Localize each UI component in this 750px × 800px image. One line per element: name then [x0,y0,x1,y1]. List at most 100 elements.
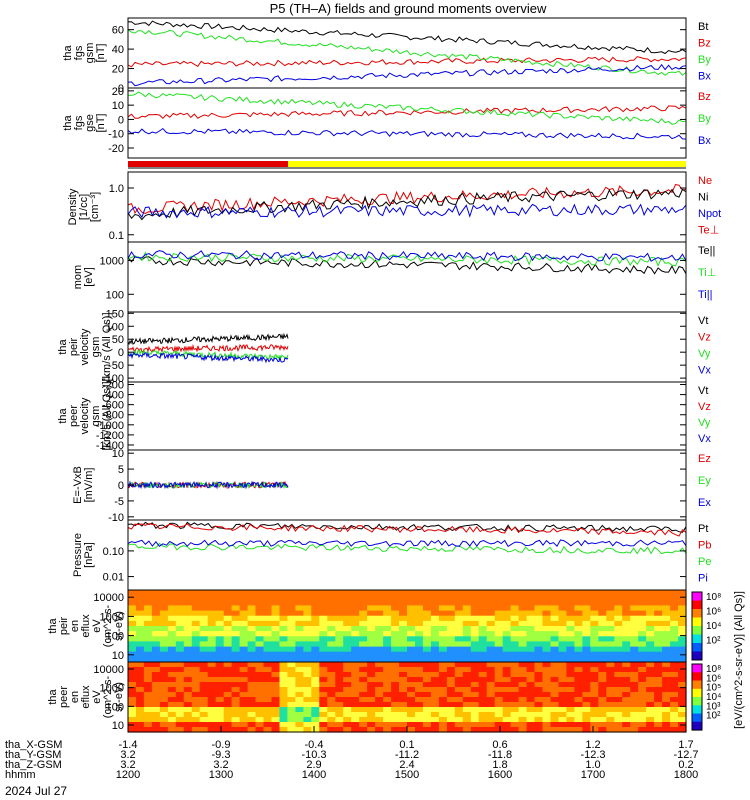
spectrogram-cell [502,631,512,637]
spectrogram-cell [343,595,352,601]
spectrogram-cell [430,707,440,713]
spectrogram-cell [383,595,392,601]
spectrogram-cell [630,677,639,683]
spectrogram-cell [239,620,249,627]
spectrogram-cell [510,707,520,713]
spectrogram-cell [662,631,671,637]
spectrogram-cell [159,727,169,733]
spectrogram-cell [454,615,464,622]
spectrogram-cell [502,717,512,723]
spectrogram-cell [438,610,448,617]
y-axis-label: sr-eV) [113,611,125,641]
spectrogram-cell [438,620,448,627]
spectrogram-cell [167,727,177,733]
spectrogram-cell [470,631,480,637]
spectrogram-cell [407,672,416,678]
spectrogram-cell [215,605,225,612]
spectrogram-cell [175,615,185,622]
spectrogram-cell [542,615,552,622]
spectrogram-cell [359,722,368,728]
spectrogram-cell [391,610,400,617]
spectrogram-cell [614,722,623,728]
spectrogram-cell [151,651,161,658]
spectrogram-cell [175,595,185,601]
spectrogram-cell [622,615,631,622]
spectrogram-cell [287,656,296,663]
spectrogram-cell [335,656,344,663]
spectrogram-cell [207,631,217,637]
y-tick-label: 150 [106,308,124,320]
spectrogram-cell [606,636,615,642]
spectrogram-cell [215,687,225,693]
spectrogram-cell [415,662,424,668]
spectrogram-cell [287,662,296,668]
spectrogram-cell [494,692,504,698]
spectrogram-cell [167,600,177,606]
spectrogram-cell [614,600,623,606]
spectrogram-cell [199,662,209,668]
spectrogram-cell [335,631,344,637]
spectrogram-cell [526,615,536,622]
spectrogram-cell [478,615,488,622]
spectrogram-cell [502,687,512,693]
spectrogram-cell [399,610,408,617]
spectrogram-cell [183,662,193,668]
spectrogram-cell [175,717,185,723]
spectrogram-cell [670,702,679,708]
spectrogram-cell [606,615,615,622]
spectrogram-cell [136,631,145,637]
spectrogram-cell [646,646,655,653]
spectrogram-cell [582,717,591,723]
spectrogram-cell [566,620,575,627]
spectrogram-cell [574,610,583,617]
spectrogram-cell [534,722,544,728]
spectrogram-cell [247,610,257,617]
y-axis-label: gse [84,114,96,132]
spectrogram-cell [136,646,145,653]
spectrogram-cell [574,667,583,673]
spectrogram-cell [510,626,520,632]
x-row-value: -0.9 [212,739,231,751]
spectrogram-cell [295,727,304,733]
spectrogram-cell [279,590,289,596]
spectrogram-cell [638,646,647,653]
spectrogram-cell [327,702,336,708]
spectrogram-cell [582,692,591,698]
spectrogram-cell [295,707,304,713]
spectrogram-cell [526,682,536,688]
spectrogram-cell [167,702,177,708]
spectrogram-cell [151,631,161,637]
spectrogram-cell [175,672,185,678]
spectrogram-cell [375,615,384,622]
spectrogram-cell [494,712,504,718]
spectrogram-cell [191,605,201,612]
spectrogram-cell [454,641,464,648]
spectrogram-cell [526,636,536,642]
spectrogram-cell [183,667,193,673]
spectrogram-cell [654,610,663,617]
series-line-Pb [127,523,687,537]
spectrogram-cell [375,600,384,606]
x-row-value: 2.9 [306,759,321,771]
spectrogram-cell [351,677,360,683]
spectrogram-cell [215,636,225,642]
spectrogram-cell [399,590,408,596]
spectrogram-cell [367,646,376,653]
spectrogram-cell [215,717,225,723]
spectrogram-cell [295,656,304,663]
spectrogram-cell [454,651,464,658]
panel-frame [127,241,687,313]
spectrogram-cell [662,646,671,653]
spectrogram-cell [430,651,440,658]
spectrogram-cell [614,646,623,653]
spectrogram-cell [470,600,480,606]
spectrogram-cell [462,610,472,617]
spectrogram-cell [239,615,249,622]
spectrogram-cell [422,646,432,653]
colorbar-segment [692,592,702,601]
spectrogram-cell [136,687,145,693]
spectrogram-cell [151,667,161,673]
spectrogram-cell [462,646,472,653]
